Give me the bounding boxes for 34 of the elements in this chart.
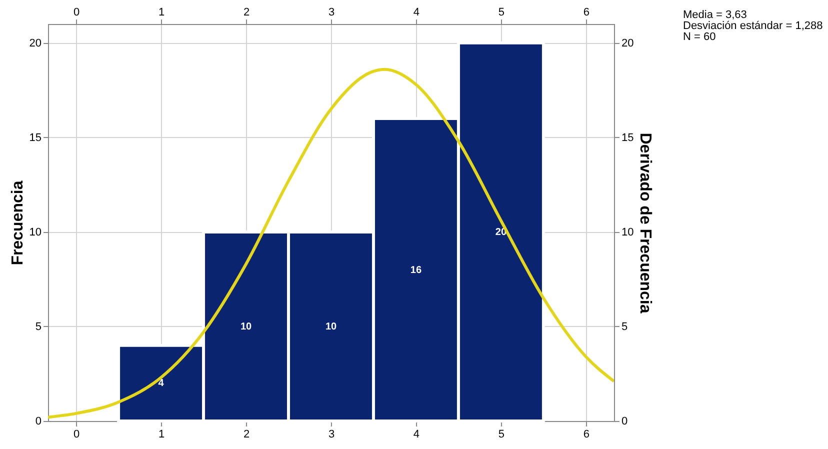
y2-tick-label: 20: [622, 37, 634, 50]
y-tick-label: 10: [29, 226, 42, 238]
y-tick-label: 5: [35, 320, 42, 333]
data-label: 16: [410, 264, 422, 276]
y-axis-title: Frecuencia: [9, 180, 26, 266]
text: Desviación estándar = 1,288: [683, 20, 823, 32]
y-tick-label: 0: [35, 416, 42, 428]
x2-tick-label: 4: [413, 428, 420, 440]
x2-tick-label: 3: [328, 428, 335, 440]
y2-tick-label: 10: [622, 226, 634, 238]
x-tick-label: 0: [73, 6, 80, 18]
text: N = 60: [683, 31, 717, 43]
line-series: [48, 68, 614, 419]
y-tick-label: 15: [29, 132, 42, 144]
text: Media = 3,63: [683, 9, 747, 21]
y2-tick-label: 5: [622, 320, 628, 333]
x2-tick-label: 0: [73, 428, 80, 440]
data-label: 4: [158, 378, 164, 390]
x2-tick-label: 1: [158, 428, 165, 440]
data-label: 10: [240, 321, 252, 332]
x-tick-label: 3: [328, 6, 335, 18]
data-label: 10: [325, 321, 337, 332]
x2-tick-label: 5: [498, 428, 505, 440]
x-tick-label: 5: [498, 6, 505, 18]
x-tick-label: 2: [243, 6, 250, 18]
y2-axis-title: Derivado de Frecuencia: [636, 132, 654, 314]
x2-tick-label: 2: [243, 428, 250, 440]
y2-tick-label: 0: [622, 416, 628, 428]
y-tick-label: 20: [29, 37, 42, 50]
x-tick-label: 6: [583, 6, 590, 18]
x-tick-label: 4: [413, 6, 420, 18]
y2-tick-label: 15: [622, 132, 634, 144]
x2-tick-label: 6: [583, 428, 590, 440]
x-tick-label: 1: [158, 6, 165, 18]
